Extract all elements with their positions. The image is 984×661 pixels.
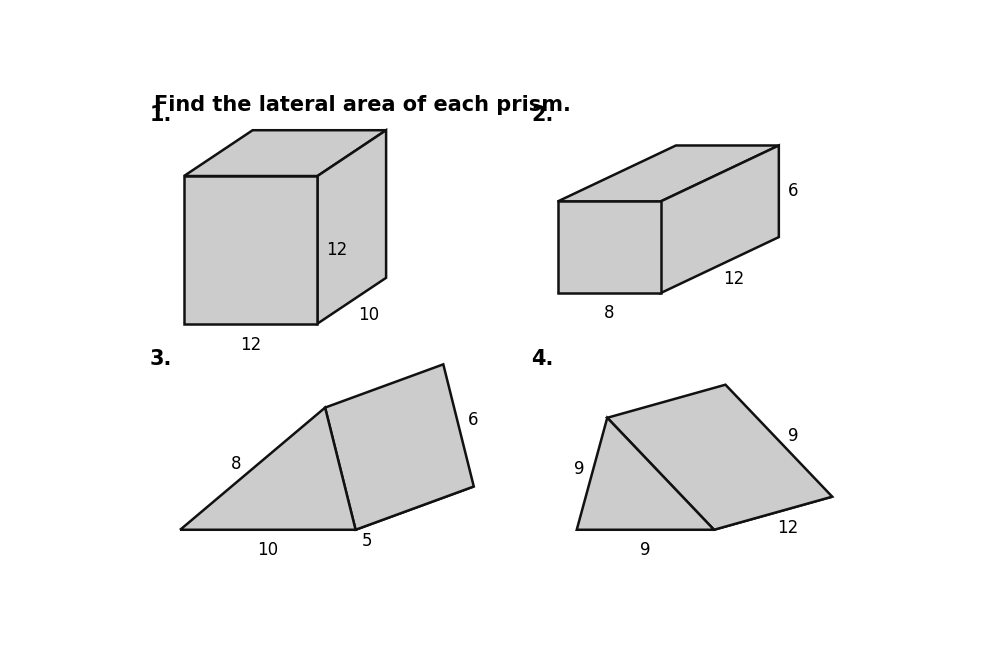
Polygon shape [577,496,832,529]
Text: 4.: 4. [531,349,553,369]
Text: 5: 5 [362,532,372,551]
Polygon shape [184,176,318,324]
Polygon shape [607,385,832,529]
Text: 12: 12 [327,241,348,259]
Text: 10: 10 [358,306,379,324]
Text: 8: 8 [604,304,614,323]
Polygon shape [558,145,779,202]
Text: Find the lateral area of each prism.: Find the lateral area of each prism. [154,95,571,114]
Polygon shape [325,364,474,529]
Text: 9: 9 [574,459,584,478]
Polygon shape [184,130,386,176]
Text: 2.: 2. [531,104,553,125]
Polygon shape [318,130,386,324]
Text: 8: 8 [230,455,241,473]
Text: 6: 6 [467,411,478,430]
Polygon shape [577,418,714,529]
Text: 12: 12 [240,336,262,354]
Polygon shape [180,486,474,529]
Polygon shape [558,202,660,293]
Text: 9: 9 [788,426,798,445]
Text: 12: 12 [777,520,798,537]
Polygon shape [660,145,779,293]
Text: 9: 9 [641,541,650,559]
Text: 3.: 3. [150,349,172,369]
Text: 1.: 1. [150,104,172,125]
Text: 10: 10 [258,541,278,559]
Polygon shape [180,408,355,529]
Text: 6: 6 [788,182,798,200]
Text: 12: 12 [723,270,745,288]
